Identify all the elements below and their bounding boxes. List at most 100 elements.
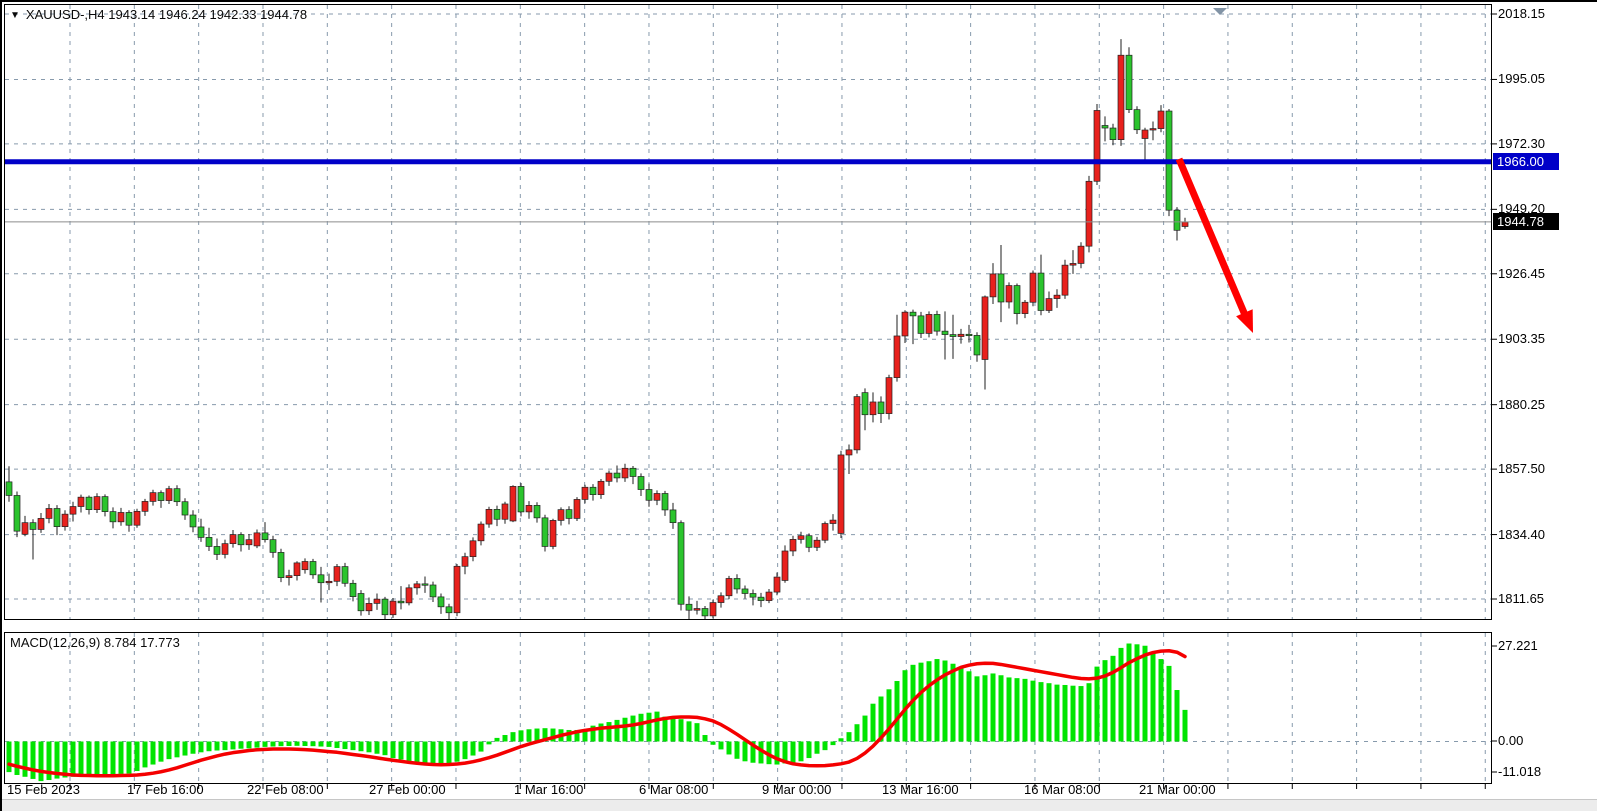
macd-histogram-bar [358,741,364,752]
macd-histogram-bar [1022,678,1028,742]
macd-histogram-bar [478,741,484,752]
macd-histogram-bar [294,741,300,746]
time-axis-label: 1 Mar 16:00 [514,782,584,797]
candle-body [1109,127,1117,140]
macd-histogram-bar [46,741,52,781]
candle-body [117,512,125,523]
macd-histogram-bar [14,741,20,775]
main-chart-pane[interactable] [4,4,1492,620]
candle-body [197,526,205,538]
macd-histogram-bar [1006,677,1012,742]
candle-body [397,600,405,604]
macd-histogram-bar [910,664,916,742]
candle-body [37,518,45,530]
macd-histogram-bar [990,673,996,742]
macd-histogram-bar [222,741,228,751]
macd-pane[interactable] [4,632,1492,784]
trend-arrow-annotation[interactable] [1175,157,1249,317]
macd-histogram-bar [302,741,308,746]
macd-histogram-bar [326,741,332,747]
candle-body [965,333,973,337]
candle-body [453,565,461,614]
macd-histogram-bar [1134,644,1140,742]
macd-axis-label: 0.00 [1498,733,1524,748]
macd-histogram-bar [814,741,820,754]
symbol-dropdown-icon[interactable]: ▼ [10,10,20,21]
macd-histogram-bar [518,730,524,742]
trend-arrow-head[interactable] [1236,309,1253,333]
candle-body [53,508,61,527]
macd-histogram-bar [774,741,780,765]
candle-body [653,493,661,501]
macd-histogram-bar [158,741,164,762]
candle-body [573,499,581,519]
macd-histogram-bar [534,728,540,742]
macd-histogram-bar [1062,684,1068,742]
macd-histogram-bar [894,681,900,742]
candle-body [125,512,133,526]
candle-body [565,509,573,519]
candle-body [749,593,757,598]
macd-histogram-bar [718,741,724,750]
macd-histogram-bar [470,741,476,756]
candle-body [1149,128,1157,131]
scroll-to-end-marker[interactable] [1213,8,1227,15]
candle-body [781,550,789,581]
candle-body [557,509,565,521]
macd-histogram-bar [454,741,460,762]
time-axis-label: 15 Feb 2023 [7,782,81,797]
candle-body [1085,180,1093,247]
candle-body [285,575,293,578]
candle-body [205,537,213,547]
candle-body [645,489,653,501]
candle-body [741,588,749,594]
candle-body [485,509,493,525]
candle-body [605,472,613,482]
candle-body [757,596,765,601]
macd-histogram-bar [1086,683,1092,742]
candle-body [709,602,717,617]
macd-layer [6,643,1188,782]
candle-body [581,486,589,500]
candle-body [997,273,1005,303]
candle-body [1045,298,1053,311]
candle-body [821,523,829,541]
macd-histogram-bar [638,713,644,742]
macd-histogram-bar [1102,660,1108,742]
macd-histogram-bar [134,741,140,772]
candle-body [797,535,805,540]
candle-body [405,587,413,604]
macd-signal-line [7,649,1187,778]
macd-histogram-bar [734,741,740,759]
candle-body [213,546,221,555]
macd-histogram-bar [1070,685,1076,742]
candle-body [845,449,853,456]
macd-histogram-bar [1038,682,1044,742]
candle-body [1117,54,1125,140]
macd-histogram-bar [742,741,748,762]
macd-histogram-bar [310,741,316,747]
macd-histogram-bar [1182,709,1188,742]
candle-body [861,392,869,416]
candle-body [877,401,885,414]
candle-body [989,273,997,298]
macd-histogram-bar [670,717,676,742]
macd-histogram-bar [206,741,212,752]
candle-body [837,454,845,534]
macd-histogram-bar [1142,645,1148,742]
macd-histogram-bar [886,689,892,742]
macd-histogram-bar [574,729,580,742]
candle-body [853,396,861,451]
macd-histogram-bar [686,721,692,742]
macd-histogram-bar [22,741,28,777]
candle-body [101,496,109,512]
candle-body [517,486,525,513]
candle-body [981,296,989,360]
candle-body [973,335,981,356]
macd-histogram-bar [606,722,612,742]
macd-histogram-bar [390,741,396,759]
candle-body [93,496,101,510]
macd-histogram-bar [142,741,148,768]
candle-body [933,314,941,332]
